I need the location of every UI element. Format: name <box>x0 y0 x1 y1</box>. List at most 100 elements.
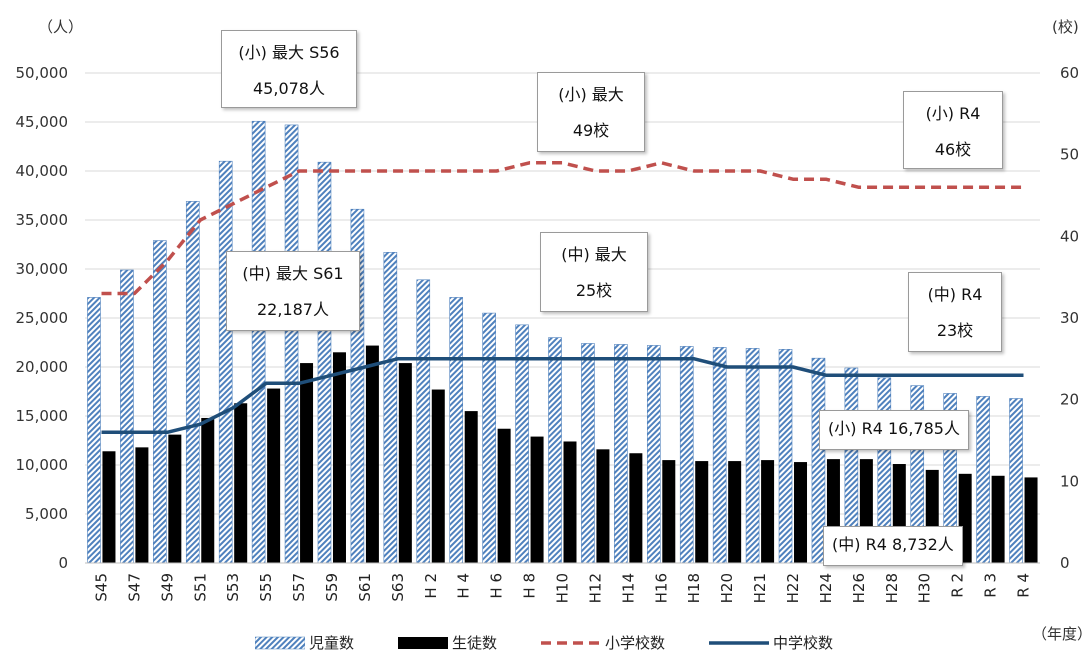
bar-jidou <box>1009 398 1023 564</box>
y-left-tick-label: 15,000 <box>16 407 69 425</box>
x-tick-label: H24 <box>817 573 835 603</box>
bar-jidou <box>646 345 661 564</box>
bar-jidou <box>284 124 299 564</box>
bar-jidou <box>218 160 233 564</box>
axes-layer: 0 5,000 10,000 15,000 20,000 25,000 30,000 35,0… <box>16 64 1080 603</box>
x-tick-label: H 2 <box>422 573 440 599</box>
bar-jidou <box>153 240 167 564</box>
bar-seito <box>300 363 314 563</box>
annotation-callout: (中) 最大 25校 <box>540 232 648 312</box>
legend: 児童数 生徒数 小学校数 中学校数 <box>255 632 877 653</box>
bar-seito <box>530 436 544 563</box>
bars-layer <box>87 120 1038 564</box>
annotation-text: (小) R4 16,785人 <box>828 419 960 438</box>
bar-seito <box>398 363 412 563</box>
bar-jidou <box>778 349 793 564</box>
bar-jidou <box>120 269 134 564</box>
bar-seito <box>168 434 182 563</box>
bar-seito <box>596 449 610 563</box>
x-tick-label: H26 <box>850 573 868 603</box>
legend-item-shogakko: 小学校数 <box>541 632 665 653</box>
y-right-tick-label: 30 <box>1060 309 1079 327</box>
x-tick-label: S59 <box>323 573 341 602</box>
x-tick-label: H 6 <box>488 573 506 599</box>
bar-seito <box>794 462 808 563</box>
annotation-text: 49校 <box>572 121 610 140</box>
bar-seito <box>365 345 379 563</box>
bar-jidou <box>449 297 464 564</box>
annotation-callout: (中) 最大 S61 22,187人 <box>226 251 360 331</box>
legend-label-jidou: 児童数 <box>309 634 355 652</box>
y-right-tick-label: 10 <box>1060 472 1079 490</box>
bar-seito <box>135 447 149 563</box>
annotation-text: 45,078人 <box>253 79 325 98</box>
bar-jidou <box>416 279 431 564</box>
bar-jidou <box>581 343 595 564</box>
bar-jidou <box>317 161 332 564</box>
bar-jidou <box>383 252 398 564</box>
bar-jidou <box>87 297 101 564</box>
legend-item-jidou: 児童数 <box>255 632 354 653</box>
legend-label-seito: 生徒数 <box>452 634 498 652</box>
y-left-unit-label: （人） <box>38 18 83 36</box>
y-right-tick-label: 0 <box>1060 554 1070 572</box>
bar-seito <box>1024 477 1038 563</box>
annotation-text: (小) 最大 S56 <box>238 43 340 62</box>
annotation-callout: (小) R4 16,785人 <box>819 410 969 450</box>
y-right-tick-label: 60 <box>1060 64 1079 82</box>
x-tick-label: H16 <box>652 573 670 603</box>
y-left-tick-label: 40,000 <box>16 162 69 180</box>
legend-item-chugakko: 中学校数 <box>709 632 833 653</box>
x-tick-label: S51 <box>191 573 209 602</box>
bar-seito <box>662 460 676 563</box>
y-left-tick-label: 5,000 <box>25 505 68 523</box>
x-tick-label: S49 <box>158 573 176 602</box>
annotation-text: (中) 最大 <box>561 245 627 264</box>
bar-seito <box>464 411 478 563</box>
y-right-tick-label: 40 <box>1060 227 1079 245</box>
bar-seito <box>431 389 445 563</box>
x-tick-label: H14 <box>619 573 637 603</box>
lines-layer <box>101 161 1024 435</box>
bar-seito <box>332 352 346 563</box>
y-left-tick-label: 50,000 <box>16 64 69 82</box>
bar-seito <box>267 388 281 563</box>
y-left-tick-label: 30,000 <box>16 260 69 278</box>
legend-swatch-dashed-line <box>541 640 602 645</box>
x-tick-label: H22 <box>784 573 802 603</box>
x-tick-label: R 4 <box>1015 573 1033 598</box>
bar-jidou <box>515 324 529 564</box>
bar-seito <box>629 453 643 563</box>
line-shogakko <box>101 161 1024 296</box>
annotation-text: (小) R4 <box>925 104 981 123</box>
bar-jidou <box>745 348 760 564</box>
annotation-callout: (中) R4 23校 <box>908 272 1002 352</box>
bar-seito <box>497 428 511 563</box>
x-tick-label: H18 <box>685 573 703 603</box>
annotation-text: 22,187人 <box>257 300 329 319</box>
bar-seito <box>695 461 709 563</box>
line-chugakko <box>101 357 1024 435</box>
y-left-tick-label: 35,000 <box>16 211 69 229</box>
x-tick-label: H20 <box>718 573 736 603</box>
bar-seito <box>563 441 577 563</box>
annotation-callout: (小) 最大 49校 <box>537 72 645 152</box>
y-right-tick-label: 50 <box>1060 146 1079 164</box>
y-left-tick-label: 0 <box>58 554 68 572</box>
legend-swatch-solid-line <box>709 640 770 645</box>
annotation-text: 46校 <box>934 140 972 159</box>
x-tick-label: H30 <box>916 573 934 603</box>
x-tick-label: R 2 <box>949 573 967 598</box>
annotation-text: (中) R4 <box>927 285 983 304</box>
annotation-text: (小) 最大 <box>558 85 624 104</box>
bar-jidou <box>251 120 266 564</box>
x-tick-label: S55 <box>257 573 275 602</box>
annotation-text: (中) R4 8,732人 <box>832 535 954 554</box>
x-tick-label: H12 <box>586 573 604 603</box>
x-tick-label: H21 <box>751 573 769 603</box>
bar-seito <box>234 403 248 563</box>
bar-jidou <box>614 344 628 564</box>
x-unit-label: （年度） <box>1032 625 1084 643</box>
y-right-unit-label: (校) <box>1052 18 1079 36</box>
legend-item-seito: 生徒数 <box>398 632 497 653</box>
